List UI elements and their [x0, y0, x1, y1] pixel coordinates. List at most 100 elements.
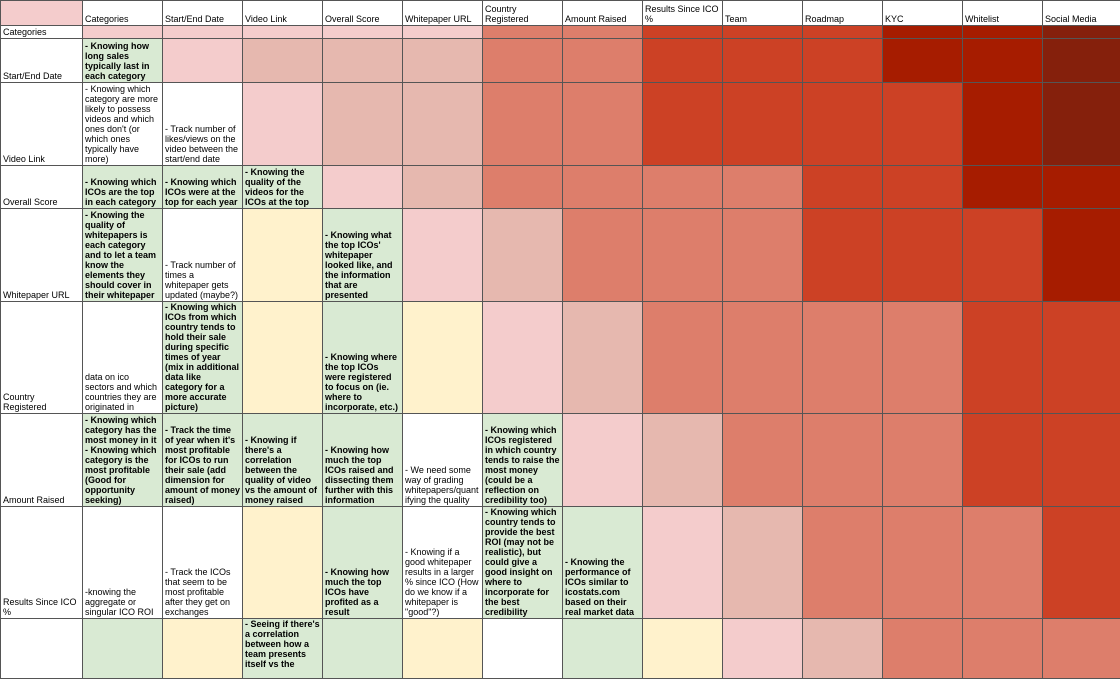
table-cell[interactable]: [803, 83, 883, 166]
table-cell[interactable]: [483, 166, 563, 209]
table-cell[interactable]: [563, 414, 643, 507]
table-cell[interactable]: -knowing the aggregate or singular ICO R…: [83, 507, 163, 619]
table-cell[interactable]: [643, 83, 723, 166]
col-header[interactable]: Start/End Date: [163, 1, 243, 26]
table-cell[interactable]: [1043, 39, 1120, 83]
table-cell[interactable]: [643, 414, 723, 507]
table-cell[interactable]: [643, 209, 723, 302]
table-cell[interactable]: [803, 26, 883, 39]
table-cell[interactable]: [643, 507, 723, 619]
table-cell[interactable]: [1043, 302, 1120, 414]
table-cell[interactable]: [403, 83, 483, 166]
table-cell[interactable]: - Knowing which ICOs are the top in each…: [83, 166, 163, 209]
table-cell[interactable]: [803, 209, 883, 302]
table-cell[interactable]: [723, 209, 803, 302]
table-cell[interactable]: [483, 209, 563, 302]
corner-cell[interactable]: [1, 1, 83, 26]
table-cell[interactable]: - Knowing the quality of whitepapers is …: [83, 209, 163, 302]
col-header[interactable]: Amount Raised: [563, 1, 643, 26]
col-header[interactable]: Overall Score: [323, 1, 403, 26]
table-cell[interactable]: [963, 302, 1043, 414]
table-cell[interactable]: [163, 39, 243, 83]
table-cell[interactable]: - Knowing which ICOs from which country …: [163, 302, 243, 414]
table-cell[interactable]: [163, 26, 243, 39]
table-cell[interactable]: [883, 302, 963, 414]
table-cell[interactable]: [963, 209, 1043, 302]
table-cell[interactable]: - Knowing which category are more likely…: [83, 83, 163, 166]
table-cell[interactable]: [563, 209, 643, 302]
table-cell[interactable]: [963, 507, 1043, 619]
table-cell[interactable]: - Knowing which category has the most mo…: [83, 414, 163, 507]
table-cell[interactable]: [243, 302, 323, 414]
table-cell[interactable]: [563, 302, 643, 414]
table-cell[interactable]: [803, 302, 883, 414]
table-cell[interactable]: [563, 39, 643, 83]
table-cell[interactable]: [403, 166, 483, 209]
col-header[interactable]: Country Registered: [483, 1, 563, 26]
table-cell[interactable]: [643, 166, 723, 209]
table-cell[interactable]: [323, 166, 403, 209]
table-cell[interactable]: - Track number of likes/views on the vid…: [163, 83, 243, 166]
table-cell[interactable]: [403, 26, 483, 39]
table-cell[interactable]: [563, 26, 643, 39]
table-cell[interactable]: [243, 39, 323, 83]
table-cell[interactable]: [883, 26, 963, 39]
col-header[interactable]: Video Link: [243, 1, 323, 26]
table-cell[interactable]: - Knowing the performance of ICOs simila…: [563, 507, 643, 619]
col-header[interactable]: Whitelist: [963, 1, 1043, 26]
table-cell[interactable]: - We need some way of grading whitepaper…: [403, 414, 483, 507]
table-cell[interactable]: [723, 507, 803, 619]
table-cell[interactable]: [83, 26, 163, 39]
row-header[interactable]: Start/End Date: [1, 39, 83, 83]
table-cell[interactable]: - Knowing how long sales typically last …: [83, 39, 163, 83]
table-cell[interactable]: [563, 83, 643, 166]
table-cell[interactable]: [243, 209, 323, 302]
row-header[interactable]: Country Registered: [1, 302, 83, 414]
table-cell[interactable]: - Knowing if a good whitepaper results i…: [403, 507, 483, 619]
table-cell[interactable]: [723, 302, 803, 414]
row-header[interactable]: Categories: [1, 26, 83, 39]
table-cell[interactable]: [1043, 507, 1120, 619]
table-cell[interactable]: [403, 209, 483, 302]
table-cell[interactable]: [483, 83, 563, 166]
col-header[interactable]: Results Since ICO %: [643, 1, 723, 26]
col-header[interactable]: Categories: [83, 1, 163, 26]
table-cell[interactable]: [643, 26, 723, 39]
row-header[interactable]: Results Since ICO %: [1, 507, 83, 619]
row-header[interactable]: Video Link: [1, 83, 83, 166]
table-cell[interactable]: [643, 302, 723, 414]
table-cell[interactable]: - Knowing if there's a correlation betwe…: [243, 414, 323, 507]
table-cell[interactable]: - Knowing how much the top ICOs raised a…: [323, 414, 403, 507]
table-cell[interactable]: - Knowing the quality of the videos for …: [243, 166, 323, 209]
col-header[interactable]: Social Media: [1043, 1, 1120, 26]
table-cell[interactable]: - Knowing which ICOs were at the top for…: [163, 166, 243, 209]
table-cell[interactable]: [883, 507, 963, 619]
table-cell[interactable]: [803, 166, 883, 209]
table-cell[interactable]: [323, 39, 403, 83]
col-header[interactable]: KYC: [883, 1, 963, 26]
col-header[interactable]: Roadmap: [803, 1, 883, 26]
table-cell[interactable]: - Knowing which country tends to provide…: [483, 507, 563, 619]
table-cell[interactable]: [883, 209, 963, 302]
table-cell[interactable]: - Knowing what the top ICOs' whitepaper …: [323, 209, 403, 302]
table-cell[interactable]: [723, 414, 803, 507]
table-cell[interactable]: [1043, 209, 1120, 302]
table-cell[interactable]: [323, 26, 403, 39]
table-cell[interactable]: - Knowing which ICOs registered in which…: [483, 414, 563, 507]
table-cell[interactable]: [883, 414, 963, 507]
col-header[interactable]: Whitepaper URL: [403, 1, 483, 26]
table-cell[interactable]: - Track the time of year when it's most …: [163, 414, 243, 507]
table-cell[interactable]: [483, 26, 563, 39]
table-cell[interactable]: [803, 414, 883, 507]
table-cell[interactable]: [803, 507, 883, 619]
table-cell[interactable]: [1043, 26, 1120, 39]
table-cell[interactable]: [403, 39, 483, 83]
table-cell[interactable]: [1043, 83, 1120, 166]
table-cell[interactable]: - Track number of times a whitepaper get…: [163, 209, 243, 302]
table-cell[interactable]: [803, 39, 883, 83]
table-cell[interactable]: [643, 39, 723, 83]
table-cell[interactable]: [963, 83, 1043, 166]
col-header[interactable]: Team: [723, 1, 803, 26]
row-header[interactable]: Whitepaper URL: [1, 209, 83, 302]
table-cell[interactable]: [963, 39, 1043, 83]
